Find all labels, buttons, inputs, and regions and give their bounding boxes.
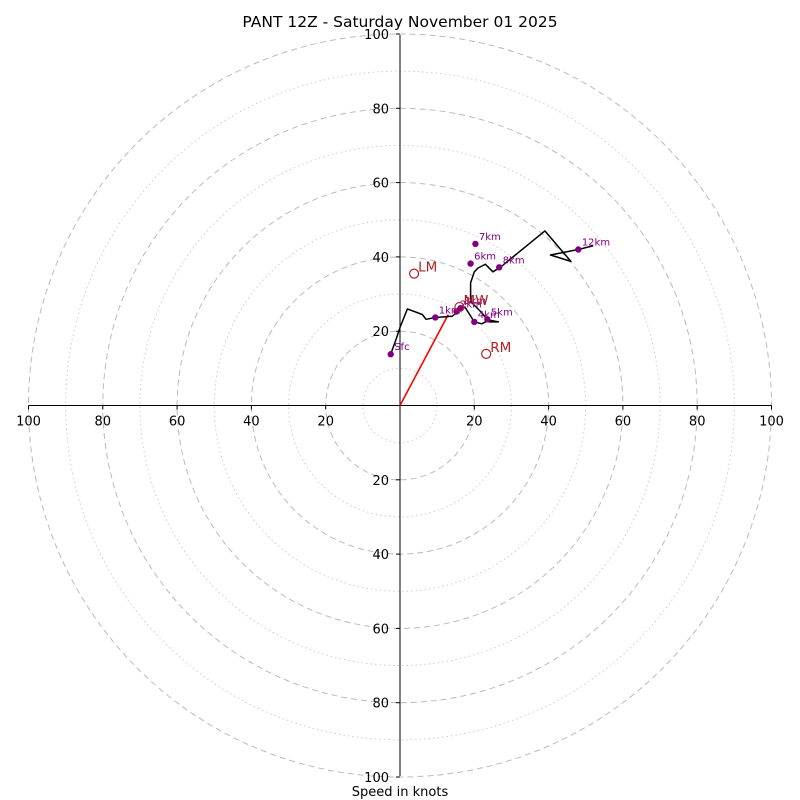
storm-motion-marker-rm — [481, 348, 492, 359]
height-marker-6km — [467, 260, 474, 267]
y-tick-label: 100 — [364, 771, 389, 786]
storm-motion-label-lm: LM — [418, 260, 437, 276]
x-tick-label: 40 — [540, 415, 557, 430]
height-marker-3km — [457, 304, 464, 312]
y-tick-label: 60 — [372, 177, 389, 192]
height-marker-4km — [471, 318, 478, 326]
y-tick-label: 40 — [372, 251, 389, 266]
x-tick-label: 20 — [317, 415, 334, 430]
height-label-12km: 12km — [582, 237, 610, 248]
y-tick-label: 80 — [372, 697, 389, 712]
height-marker-5km — [484, 316, 491, 323]
storm-motion-label-rm: RM — [490, 340, 511, 356]
height-label-5km: 5km — [491, 307, 513, 318]
height-label-1km: 1km — [439, 305, 461, 316]
height-label-7km: 7km — [479, 232, 501, 243]
storm-motion-markers: LM MW RM — [409, 260, 511, 359]
x-tick-label: 100 — [759, 415, 784, 430]
x-tick-label: 60 — [169, 415, 186, 430]
height-label-3km: 3km — [464, 296, 486, 307]
x-axis-label: Speed in knots — [352, 785, 449, 800]
height-marker-1km — [432, 314, 439, 321]
x-tick-label: 60 — [615, 415, 632, 430]
wind-trace-line — [389, 230, 594, 355]
height-label-2km: 2km — [460, 300, 482, 311]
x-tick-label: 80 — [689, 415, 706, 430]
x-tick-label: 80 — [95, 415, 112, 430]
chart-title: PANT 12Z - Saturday November 01 2025 — [242, 13, 557, 31]
y-tick-label: 100 — [364, 28, 389, 43]
storm-motion-marker-mw — [454, 301, 465, 313]
height-marker-12km — [575, 246, 582, 253]
y-tick-label: 20 — [372, 474, 389, 489]
y-tick-label: 80 — [372, 102, 389, 117]
y-tick-label: 60 — [372, 622, 389, 637]
x-tick-label: 100 — [16, 415, 41, 430]
storm-motion-label-mw: MW — [463, 293, 488, 309]
height-marker-7km — [472, 240, 479, 248]
y-tick-label: 20 — [372, 325, 389, 340]
x-tick-label: 20 — [466, 415, 483, 430]
shear-vector — [399, 314, 450, 406]
y-tick-label: 40 — [372, 548, 389, 563]
shear-vector-group — [399, 314, 450, 406]
x-tick-label: 40 — [243, 415, 260, 430]
height-label-6km: 6km — [474, 252, 496, 263]
height-marker-sfc — [387, 351, 394, 358]
axis-ticks: 100 80 60 40 20 20 40 60 80 100 20 20 40 40 60 60 80 80 10… — [16, 28, 784, 786]
height-label-8km: 8km — [503, 255, 525, 266]
height-label-4km: 4km — [478, 310, 500, 321]
wind-trace-group — [389, 230, 594, 355]
storm-motion-marker-lm — [409, 268, 420, 279]
height-marker-8km — [495, 264, 503, 271]
height-label-sfc: Sfc — [394, 342, 409, 353]
